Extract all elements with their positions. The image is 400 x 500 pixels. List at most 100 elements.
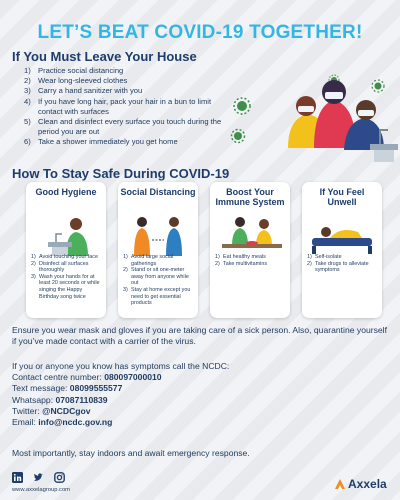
card-good-hygiene: Good Hygiene 1) Avoid touching your face … bbox=[26, 182, 106, 318]
website-link[interactable]: www.axxelagroup.com bbox=[12, 487, 70, 493]
contact-line: Contact centre number: 080097000010 bbox=[12, 372, 372, 383]
care-notice: Ensure you wear mask and gloves if you a… bbox=[12, 325, 387, 346]
contact-value[interactable]: 080097000010 bbox=[104, 372, 162, 383]
step-text: If you have long hair, pack your hair in… bbox=[38, 96, 212, 116]
list-item: 1) Self-isolate bbox=[307, 254, 379, 261]
item-number: 2) bbox=[215, 260, 220, 267]
ncdc-contact: If you or anyone you know has symptoms c… bbox=[12, 361, 372, 428]
contact-line: Text message: 08099555577 bbox=[12, 383, 372, 394]
healthy-meal-illustration bbox=[222, 217, 282, 248]
item-text: Take multivitamins bbox=[223, 260, 268, 267]
contact-line: Whatsapp: 07087110839 bbox=[12, 395, 372, 406]
item-text: Avoid large social gatherings bbox=[131, 254, 174, 267]
list-item: 1) Practice social distancing bbox=[24, 66, 224, 76]
card-list: 1) Avoid large social gatherings 2) Stand … bbox=[123, 254, 195, 307]
list-item: 4) If you have long hair, pack your hair … bbox=[24, 97, 224, 117]
card-boost-immune-system: Boost Your Immune System 1) Eat healthy m… bbox=[210, 182, 290, 318]
safety-cards: Good Hygiene 1) Avoid touching your face … bbox=[26, 182, 386, 318]
twitter-icon[interactable] bbox=[33, 472, 44, 483]
item-number: 2) bbox=[31, 260, 36, 267]
virus-icon bbox=[371, 79, 385, 93]
step-number: 2) bbox=[24, 76, 31, 86]
list-item: 3) Stay at home except you need to get es… bbox=[123, 287, 195, 307]
linkedin-icon[interactable] bbox=[12, 472, 23, 483]
virus-icon bbox=[230, 128, 246, 144]
item-number: 1) bbox=[123, 254, 128, 260]
card-title: Social Distancing bbox=[120, 187, 196, 197]
contact-label: Twitter: bbox=[12, 405, 43, 416]
stay-safe-heading: How To Stay Safe During COVID-19 bbox=[12, 166, 230, 181]
contact-label: Text message: bbox=[12, 383, 70, 394]
item-text: Take drugs to alleviate symptoms bbox=[315, 260, 369, 274]
contact-label: Contact centre number: bbox=[12, 372, 105, 383]
card-list: 1) Self-isolate 2) Take drugs to alleviate… bbox=[307, 254, 379, 274]
list-item: 3) Carry a hand sanitizer with you bbox=[24, 86, 224, 96]
step-text: Clean and disinfect every surface you to… bbox=[38, 117, 222, 137]
contact-value[interactable]: @NCDCgov bbox=[42, 405, 91, 416]
card-list: 1) Eat healthy meals 2) Take multivitamins bbox=[215, 254, 287, 267]
contact-label: Whatsapp: bbox=[12, 394, 56, 405]
distancing-illustration bbox=[134, 217, 182, 256]
leave-house-steps: 1) Practice social distancing 2) Wear long… bbox=[24, 66, 224, 148]
contact-line: Email: info@ncdc.gov.ng bbox=[12, 417, 372, 428]
leave-house-heading: If You Must Leave Your House bbox=[12, 49, 197, 64]
step-number: 3) bbox=[24, 86, 31, 96]
item-text: Self-isolate bbox=[315, 254, 342, 260]
item-number: 3) bbox=[31, 273, 36, 280]
card-social-distancing: Social Distancing 1) Avoid large social g… bbox=[118, 182, 198, 318]
page-title: LET’S BEAT COVID-19 TOGETHER! bbox=[37, 22, 363, 43]
list-item: 1) Avoid large social gatherings bbox=[123, 254, 195, 267]
item-text: Eat healthy meals bbox=[223, 254, 266, 260]
item-text: Avoid touching your face bbox=[39, 254, 98, 260]
card-if-you-feel-unwell: If You Feel Unwell 1) Self-isolate 2) Take… bbox=[302, 182, 382, 318]
list-item: 6) Take a shower immediately you get home bbox=[24, 137, 224, 147]
final-advice: Most importantly, stay indoors and await… bbox=[12, 448, 250, 458]
step-number: 6) bbox=[24, 137, 31, 147]
list-item: 1) Eat healthy meals bbox=[215, 254, 287, 261]
axxela-logo: Axxela bbox=[334, 477, 387, 491]
card-title: If You Feel Unwell bbox=[319, 187, 365, 207]
contact-intro: If you or anyone you know has symptoms c… bbox=[12, 361, 230, 371]
item-number: 1) bbox=[31, 254, 36, 260]
list-item: 3) Wash your hands for at least 20 second… bbox=[31, 274, 103, 300]
list-item: 2) Stand or sit one-meter away from anyon… bbox=[123, 267, 195, 287]
item-text: Stand or sit one-meter away from anyone … bbox=[131, 267, 189, 287]
step-text: Take a shower immediately you get home bbox=[38, 137, 178, 147]
card-list: 1) Avoid touching your face 2) Disinfect a… bbox=[31, 254, 103, 300]
card-title: Good Hygiene bbox=[35, 187, 97, 197]
item-number: 1) bbox=[215, 254, 220, 260]
masked-people-illustration bbox=[230, 74, 398, 162]
item-number: 3) bbox=[123, 286, 128, 293]
item-text: Wash your hands for at least 20 seconds … bbox=[39, 273, 100, 300]
step-number: 5) bbox=[24, 117, 31, 127]
contact-value[interactable]: 07087110839 bbox=[55, 394, 108, 405]
social-links bbox=[12, 472, 65, 483]
axxela-logo-mark bbox=[335, 479, 345, 489]
contact-value[interactable]: info@ncdc.gov.ng bbox=[38, 417, 113, 428]
step-text: Practice social distancing bbox=[38, 66, 124, 75]
list-item: 1) Avoid touching your face bbox=[31, 254, 103, 261]
list-item: 2) Take drugs to alleviate symptoms bbox=[307, 261, 379, 274]
step-number: 1) bbox=[24, 66, 31, 75]
sink-icon bbox=[370, 129, 398, 162]
item-text: Stay at home except you need to get esse… bbox=[131, 286, 191, 307]
contact-label: Email: bbox=[12, 417, 39, 428]
brand-name: Axxela bbox=[348, 477, 387, 491]
instagram-icon[interactable] bbox=[54, 472, 65, 483]
virus-icon bbox=[233, 97, 251, 115]
contact-line: Twitter: @NCDCgov bbox=[12, 406, 372, 417]
card-title: Boost Your Immune System bbox=[215, 187, 285, 207]
item-number: 2) bbox=[123, 267, 128, 274]
list-item: 5) Clean and disinfect every surface you … bbox=[24, 117, 224, 137]
list-item: 2) Take multivitamins bbox=[215, 261, 287, 268]
item-number: 1) bbox=[307, 254, 312, 260]
list-item: 2) Disinfect all surfaces thoroughly bbox=[31, 261, 103, 274]
step-number: 4) bbox=[24, 96, 31, 106]
handwashing-illustration bbox=[48, 218, 88, 256]
step-text: Wear long-sleeved clothes bbox=[38, 76, 128, 86]
contact-value[interactable]: 08099555577 bbox=[69, 383, 123, 394]
item-number: 2) bbox=[307, 260, 312, 267]
list-item: 2) Wear long-sleeved clothes bbox=[24, 76, 224, 86]
self-isolate-illustration bbox=[312, 227, 372, 254]
step-text: Carry a hand sanitizer with you bbox=[38, 86, 143, 96]
